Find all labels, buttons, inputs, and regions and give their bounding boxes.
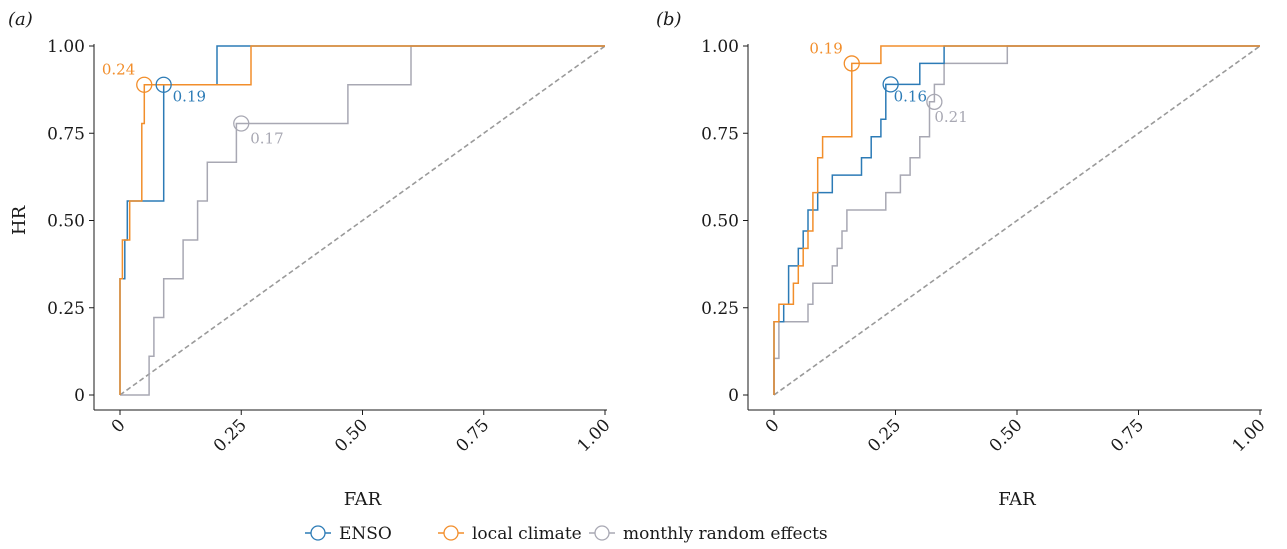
panel-b-marker-label-monthly-random-effects: 0.21: [934, 108, 967, 126]
panel-b-label: (b): [656, 9, 682, 30]
panel-b-series-monthly-random-effects: [773, 45, 1260, 395]
panel-a-marker-label-ENSO: 0.19: [173, 88, 206, 106]
panel-a-marker-monthly-random-effects: [233, 115, 250, 132]
panel-a-y-tick-label: 0.75: [47, 124, 85, 144]
panel-b-y-tick-label: 0.50: [701, 212, 739, 232]
panel-a-series-ENSO: [119, 45, 605, 395]
panel-b-marker-label-ENSO: 0.16: [894, 87, 927, 105]
panel-a-y-tick-label: 0.50: [47, 212, 85, 232]
panel-b-x-tick-label: 0.25: [864, 415, 905, 456]
legend-key-marker-monthly-random-effects: [594, 525, 610, 541]
panel-b-y-tick-label: 0.25: [701, 299, 739, 319]
legend-key-marker-local-climate: [443, 525, 459, 541]
panel-a-marker-label-monthly-random-effects: 0.17: [250, 129, 283, 147]
panel-b-x-axis-title: FAR: [998, 489, 1036, 510]
panel-a-marker-ENSO: [155, 76, 172, 93]
panel-b-marker-label-local-climate: 0.19: [809, 39, 842, 57]
panel-a-y-tick-label: 0.25: [47, 299, 85, 319]
panel-a-x-tick-label: 0.75: [452, 415, 493, 456]
panel-b-x-tick-label: 0.75: [1107, 415, 1148, 456]
panel-b-series-local-climate: [773, 45, 1260, 395]
panel-b-y-tick-label: 0.75: [701, 124, 739, 144]
panel-a-x-axis-title: FAR: [344, 489, 382, 510]
panel-a-series-local-climate: [119, 45, 605, 395]
panel-a-marker-local-climate: [136, 76, 153, 93]
panel-a-y-tick-label: 1.00: [47, 37, 85, 57]
legend-label-local-climate: local climate: [472, 524, 582, 544]
panel-a-reference-diagonal: [119, 45, 606, 396]
panel-b-x-tick-label: 0.50: [986, 415, 1027, 456]
panel-a-marker-label-local-climate: 0.24: [102, 61, 135, 79]
panel-a-y-tick-label: 0: [74, 386, 85, 406]
panel-b-plot: (b) 0 0.25 0.50 0.75 1.00 0 0.25 0.50 0.75 1.00 FAR…: [656, 9, 1270, 510]
panel-a-x-tick-label: 0.25: [210, 415, 251, 456]
panel-b-marker-local-climate: [843, 55, 860, 72]
panel-a-series-monthly-random-effects: [120, 45, 605, 396]
panel-a-plot: (a) 0 0.25 0.50 0.75 1.00 0 0.25 0.50 0.75 1.00 FAR…: [8, 9, 615, 510]
panel-b-series-ENSO: [773, 45, 1260, 395]
panel-b-reference-diagonal: [773, 45, 1261, 396]
panel-a-x-tick-label: 0.50: [331, 415, 372, 456]
panel-b-y-tick-label: 0: [728, 386, 739, 406]
legend-label-ENSO: ENSO: [339, 524, 392, 544]
legend-label-monthly-random-effects: monthly random effects: [623, 524, 828, 544]
panel-b-x-tick-label: 1.00: [1229, 415, 1270, 456]
panel-a-x-tick-label: 1.00: [574, 415, 615, 456]
legend: ENSO local climate monthly random effects: [305, 524, 828, 544]
panel-b-marker-ENSO: [882, 76, 899, 93]
panel-a-label: (a): [8, 9, 33, 30]
panel-a-x-tick-label: 0: [108, 415, 130, 437]
panel-b-marker-monthly-random-effects: [926, 93, 943, 110]
legend-key-marker-ENSO: [310, 525, 326, 541]
panel-b-x-tick-label: 0: [762, 415, 784, 437]
panel-b-y-tick-label: 1.00: [701, 37, 739, 57]
panel-a-y-axis-title: HR: [9, 205, 30, 235]
